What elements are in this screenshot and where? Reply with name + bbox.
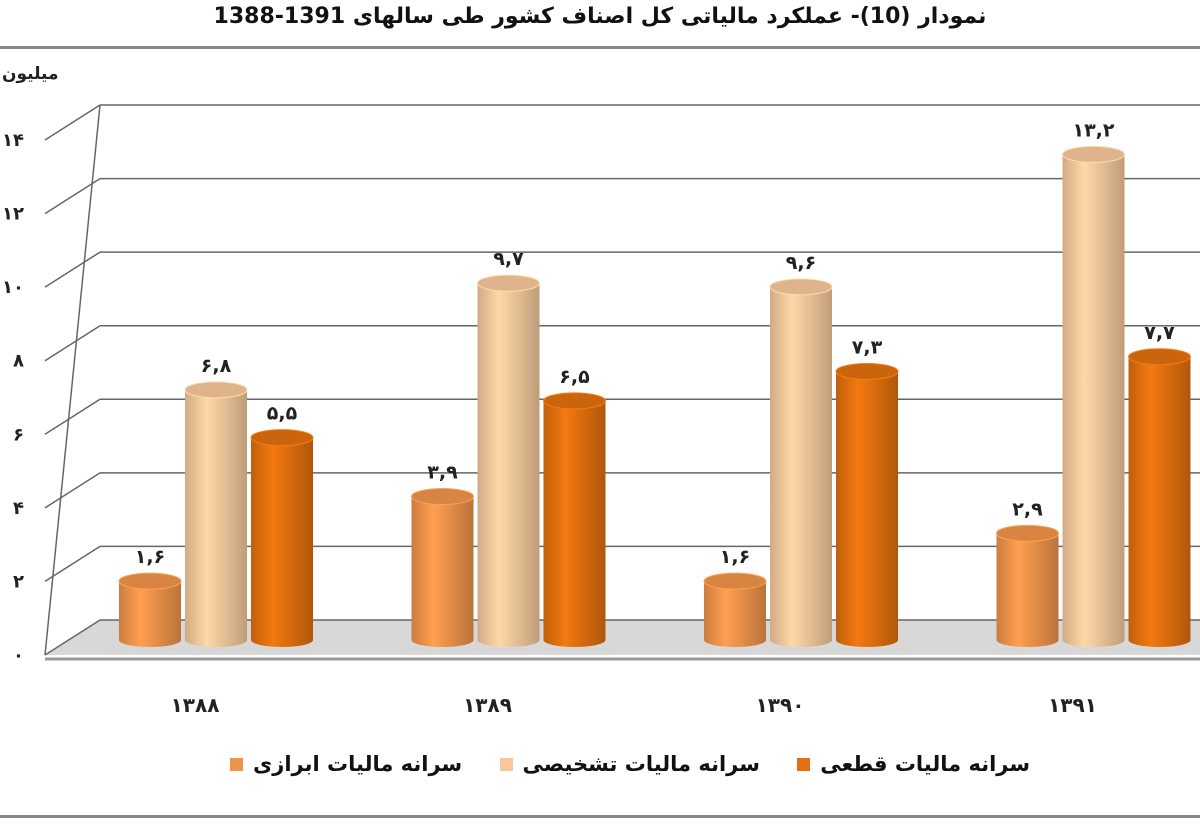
y-tick-label: ۲ <box>13 571 24 592</box>
data-label: ۳,۹ <box>427 462 458 484</box>
gridline-depth <box>44 177 101 215</box>
legend-label: سرانه مالیات قطعی <box>820 752 1030 776</box>
data-label: ۷,۳ <box>852 336 883 358</box>
bars: ۱,۶ ۶,۸ ۵,۵ ۳,۹ ۹,۷ ۶,۵ ۱,۶ ۹,۶ ۷,۳ ۲,۹ ۱۳,۲ ۷,۷ <box>118 119 1191 647</box>
gridline-depth <box>44 251 101 288</box>
legend-label: سرانه مالیات تشخیصی <box>522 752 760 776</box>
data-label: ۱,۶ <box>720 546 750 568</box>
bar <box>835 362 899 647</box>
x-tick-label: ۱۳۹۰ <box>756 693 805 717</box>
data-label: ۶,۸ <box>201 355 232 377</box>
floor <box>45 620 1200 655</box>
legend: سرانه مالیات قطعی سرانه مالیات تشخیصی سران… <box>230 752 1030 776</box>
gridline-depth <box>44 104 101 141</box>
data-label: ۷,۷ <box>1144 322 1175 344</box>
gridline-depth <box>44 398 101 435</box>
data-label: ۵,۵ <box>267 403 298 425</box>
y-axis-label: میلیون <box>2 64 59 84</box>
y-ticks: ۰ ۲ ۴ ۶ ۸ ۱۰ ۱۲ ۱۴ <box>2 130 24 666</box>
bar <box>703 572 767 647</box>
x-tick-labels: ۱۳۸۸ ۱۳۸۹ ۱۳۹۰ ۱۳۹۱ <box>171 693 1097 717</box>
bar <box>996 524 1059 647</box>
x-tick-label: ۱۳۹۱ <box>1048 693 1097 717</box>
legend-swatch <box>230 757 244 771</box>
x-tick-label: ۱۳۸۹ <box>463 693 512 717</box>
gridlines <box>44 104 1200 661</box>
bar <box>184 381 248 647</box>
top-divider <box>0 46 1200 49</box>
data-label: ۱,۶ <box>135 546 165 568</box>
chart-title: نمودار (10)- عملکرد مالیاتی کل اصناف کشو… <box>213 4 987 29</box>
data-label: ۹,۶ <box>786 252 816 274</box>
bar <box>477 274 540 647</box>
y-tick-label: ۱۰ <box>2 277 24 298</box>
data-label: ۲,۹ <box>1012 498 1043 520</box>
legend-item: سرانه مالیات ابرازی <box>230 752 462 776</box>
bar <box>250 429 314 647</box>
y-tick-label: ۸ <box>13 351 24 372</box>
bar <box>411 488 474 647</box>
y-axis <box>44 104 101 656</box>
gridline-depth <box>44 472 101 509</box>
bar <box>543 392 606 647</box>
gridline-depth <box>44 619 101 656</box>
y-tick-label: ۱۴ <box>2 130 24 151</box>
y-tick-label: ۰ <box>13 645 24 666</box>
gridline-depth <box>44 545 101 583</box>
data-label: ۶,۵ <box>559 366 590 388</box>
bar <box>1062 145 1125 647</box>
bottom-divider <box>0 815 1200 818</box>
legend-item: سرانه مالیات قطعی <box>797 752 1030 776</box>
y-tick-label: ۶ <box>13 424 24 445</box>
bar <box>769 278 833 647</box>
x-tick-label: ۱۳۸۸ <box>171 693 220 717</box>
data-label: ۱۳,۲ <box>1072 119 1114 141</box>
bar <box>1128 348 1191 647</box>
legend-swatch <box>499 757 513 771</box>
legend-item: سرانه مالیات تشخیصی <box>499 752 760 776</box>
y-tick-label: ۴ <box>13 498 24 519</box>
y-tick-label: ۱۲ <box>2 204 24 225</box>
data-label: ۹,۷ <box>493 248 524 270</box>
bar <box>118 572 182 647</box>
legend-swatch <box>797 757 811 771</box>
gridline-depth <box>44 325 101 362</box>
legend-label: سرانه مالیات ابرازی <box>253 752 463 776</box>
